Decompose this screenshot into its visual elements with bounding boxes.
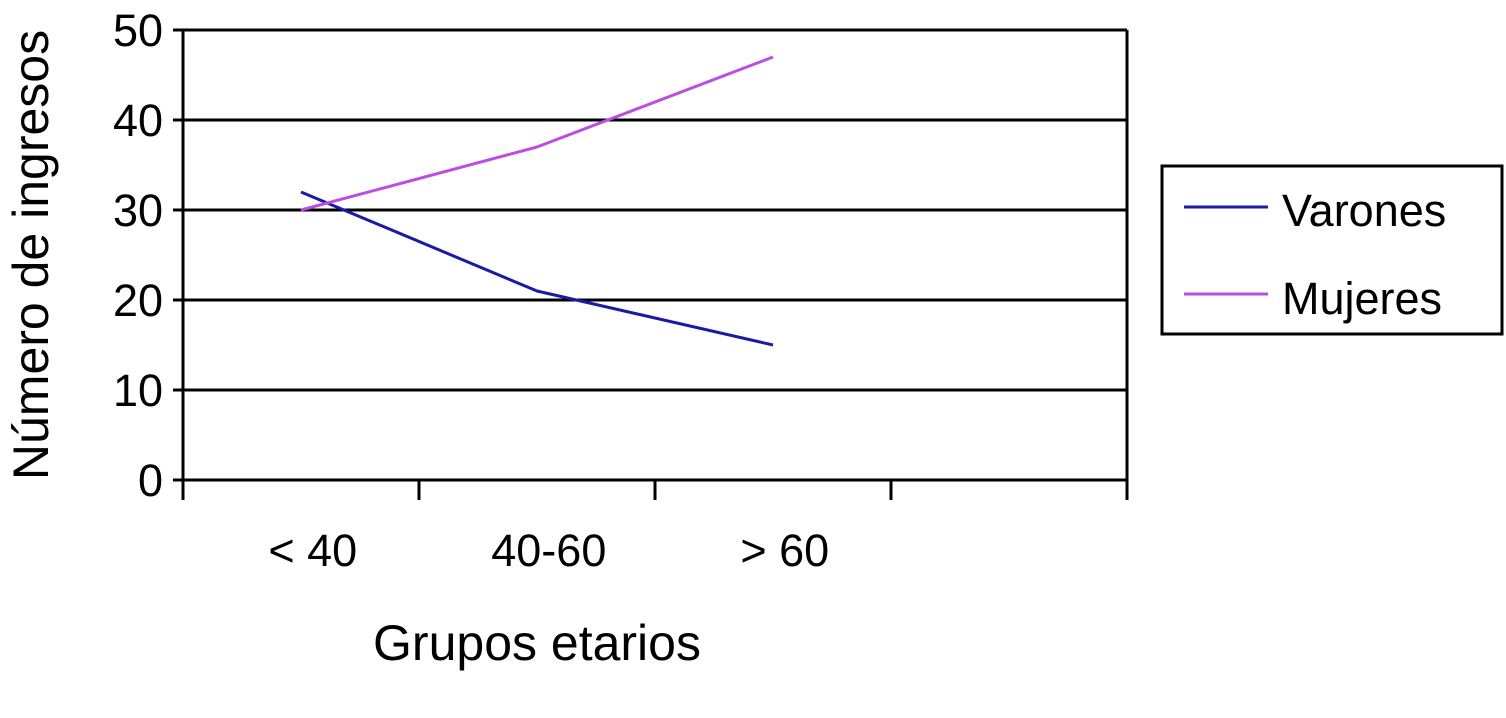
x-tick-label-0: < 40 xyxy=(268,525,357,576)
x-tick-label-1: 40-60 xyxy=(491,525,606,576)
series-line-varones xyxy=(300,190,774,347)
legend-label-mujeres: Mujeres xyxy=(1282,273,1442,324)
y-tick-label-10: 10 xyxy=(113,365,163,416)
y-tick-label-0: 0 xyxy=(138,455,163,506)
y-tick-label-30: 30 xyxy=(113,185,163,236)
x-axis-ticks xyxy=(181,480,1129,500)
y-tick-label-40: 40 xyxy=(113,95,163,146)
gridlines xyxy=(181,28,1129,482)
x-tick-label-2: > 60 xyxy=(740,525,829,576)
y-tick-label-20: 20 xyxy=(113,275,163,326)
legend-box xyxy=(1160,164,1504,336)
legend: Varones Mujeres xyxy=(1160,164,1504,336)
x-axis-title: Grupos etarios xyxy=(373,615,701,671)
y-axis-ticks: 0 10 20 30 40 50 xyxy=(113,5,183,506)
series-lines xyxy=(300,55,774,347)
legend-label-varones: Varones xyxy=(1282,185,1446,236)
series-line-mujeres xyxy=(300,55,774,212)
x-axis-tick-labels: < 40 40-60 > 60 xyxy=(268,525,829,576)
y-tick-label-50: 50 xyxy=(113,5,163,56)
y-axis-title: Número de ingresos xyxy=(3,30,59,480)
